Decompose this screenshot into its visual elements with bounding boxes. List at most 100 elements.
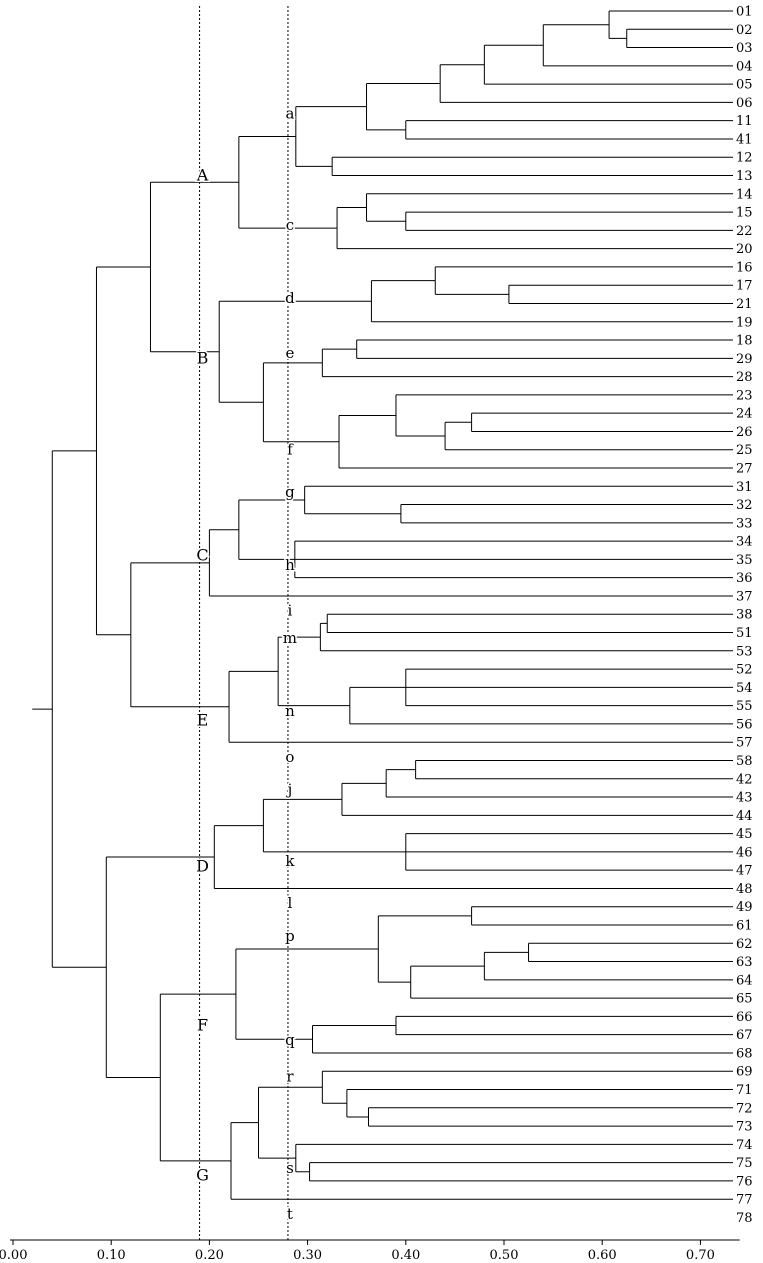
cluster-label-A: A [196,166,209,185]
leaf-label-18: 18 [736,334,753,349]
cluster-label-e: e [285,344,294,362]
leaf-label-35: 35 [736,553,753,568]
leaf-label-72: 72 [736,1101,753,1116]
leaf-label-62: 62 [736,937,753,952]
leaf-label-48: 48 [736,882,753,897]
leaf-label-56: 56 [736,717,753,732]
x-tick-label-0.30: 0.30 [293,1248,322,1263]
leaf-label-44: 44 [736,809,753,824]
leaf-label-54: 54 [736,681,753,696]
leaf-label-53: 53 [736,644,753,659]
cluster-label-r: r [286,1068,294,1086]
leaf-label-34: 34 [736,535,753,550]
x-axis: 0.00 0.10 0.20 0.30 0.40 0.50 0.60 0.70 [0,1239,740,1263]
leaf-label-67: 67 [736,1028,753,1043]
leaf-label-65: 65 [736,992,753,1007]
leaf-label-13: 13 [736,169,753,184]
leaf-label-14: 14 [736,187,753,202]
cluster-label-d: d [285,289,295,307]
leaf-label-25: 25 [736,443,753,458]
leaf-label-64: 64 [736,973,753,988]
leaf-label-32: 32 [736,498,753,513]
leaf-label-05: 05 [736,78,753,93]
leaf-label-68: 68 [736,1046,753,1061]
leaf-label-58: 58 [736,754,753,769]
x-tick-label-0.00: 0.00 [0,1248,27,1263]
leaf-label-02: 02 [736,23,753,38]
x-tick-label-0.60: 0.60 [588,1248,617,1263]
leaf-label-45: 45 [736,827,753,842]
leaf-label-47: 47 [736,864,753,879]
leaf-label-49: 49 [736,900,753,915]
leaf-label-74: 74 [736,1138,753,1153]
cluster-label-G: G [196,1165,209,1184]
cluster-label-C: C [196,546,208,565]
leaf-label-36: 36 [736,571,753,586]
leaf-label-28: 28 [736,370,753,385]
cluster-label-t: t [287,1205,293,1223]
leaf-label-21: 21 [736,297,753,312]
cluster-label-n: n [285,702,295,720]
leaf-label-23: 23 [736,388,753,403]
leaf-label-06: 06 [736,96,753,111]
leaf-label-38: 38 [736,608,753,623]
leaf-label-63: 63 [736,955,753,970]
leaf-label-17: 17 [736,279,753,294]
cut-lines [199,6,289,1240]
leaf-label-24: 24 [736,407,753,422]
leaf-label-20: 20 [736,242,753,257]
cluster-label-p: p [285,927,295,945]
cluster-label-f: f [287,441,294,459]
leaf-label-46: 46 [736,845,753,860]
leaf-label-57: 57 [736,736,753,751]
leaf-label-37: 37 [736,589,753,604]
cluster-label-B: B [197,348,209,367]
leaf-label-04: 04 [736,59,753,74]
cluster-label-h: h [285,556,295,574]
leaf-label-43: 43 [736,791,753,806]
leaf-label-41: 41 [736,132,753,147]
cluster-label-a: a [285,104,294,122]
leaf-label-76: 76 [736,1174,753,1189]
leaf-label-55: 55 [736,699,753,714]
leaf-label-42: 42 [736,772,753,787]
cluster-label-q: q [285,1031,295,1049]
leaf-label-71: 71 [736,1083,753,1098]
leaf-label-15: 15 [736,206,753,221]
leaf-label-26: 26 [736,425,753,440]
leaf-label-69: 69 [736,1065,753,1080]
cluster-label-l: l [288,894,293,912]
cluster-label-i: i [288,602,293,620]
leaf-label-29: 29 [736,352,753,367]
leaf-label-01: 01 [736,5,753,20]
leaf-label-27: 27 [736,462,753,477]
leaf-label-22: 22 [736,224,753,239]
cluster-label-c: c [286,216,294,234]
x-tick-label-0.40: 0.40 [391,1248,420,1263]
x-tick-label-0.10: 0.10 [97,1248,126,1263]
leaf-label-31: 31 [736,480,753,495]
leaf-label-51: 51 [736,626,753,641]
cluster-label-o: o [285,748,294,766]
cluster-labels: A B C E D F Ga c d e f g h im n oj k lp q r s t [194,103,298,1224]
cluster-label-j: j [286,781,293,799]
leaf-label-19: 19 [736,315,753,330]
leaf-label-03: 03 [736,41,753,56]
leaf-label-11: 11 [736,114,753,129]
leaf-label-33: 33 [736,516,753,531]
leaf-label-66: 66 [736,1010,753,1025]
cluster-label-s: s [286,1159,294,1177]
cluster-label-k: k [285,852,295,870]
leaf-label-16: 16 [736,260,753,275]
x-tick-label-0.20: 0.20 [195,1248,224,1263]
cluster-label-m: m [283,629,297,647]
leaf-label-73: 73 [736,1120,753,1135]
leaf-label-77: 77 [736,1193,753,1208]
leaf-label-78: 78 [736,1211,753,1226]
leaf-labels: 01 02 03 04 05 06 11 41 12 13 14 15 22 20 16 17 21 19 18 29… [736,5,753,1226]
leaf-label-61: 61 [736,919,753,934]
leaf-label-52: 52 [736,663,753,678]
cluster-label-D: D [196,857,209,876]
x-tick-label-0.50: 0.50 [490,1248,519,1263]
